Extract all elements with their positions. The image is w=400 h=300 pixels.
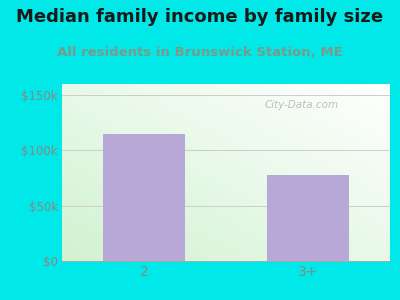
Bar	[103, 134, 185, 261]
Text: City-Data.com: City-Data.com	[264, 100, 338, 110]
Bar	[267, 175, 349, 261]
Text: All residents in Brunswick Station, ME: All residents in Brunswick Station, ME	[57, 46, 343, 59]
Text: Median family income by family size: Median family income by family size	[16, 8, 384, 26]
